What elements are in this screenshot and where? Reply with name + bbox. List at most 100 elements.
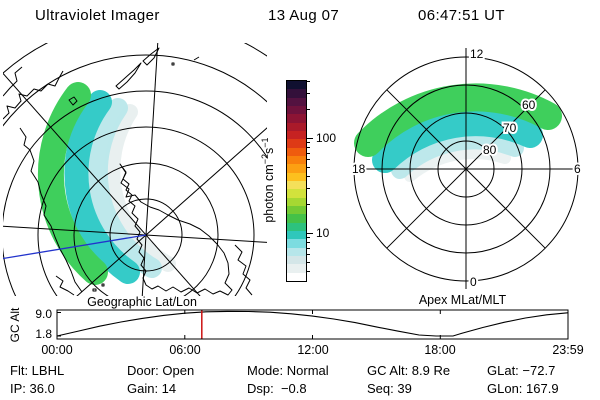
strip-tick-marks [56,310,569,339]
status-dsp: Dsp: −0.8 [247,381,307,396]
mlt-label-6: 6 [574,162,581,176]
status-glon: GLon: 167.9 [487,381,559,396]
colorbar-minor-tick [307,109,310,111]
antarctica-coast [119,163,233,296]
colorbar-segment [287,189,306,198]
new-zealand-north-island [142,47,160,66]
colorbar-segment [287,222,306,231]
colorbar-minor-tick [307,166,310,168]
tasmania [68,96,78,106]
colorbar-segment [287,139,306,148]
new-zealand-south-island [115,62,142,90]
status-flt: Flt: LBHL [10,363,65,378]
colorbar-minor-tick [307,270,310,272]
colorbar-minor-tick [307,159,310,161]
colorbar-segment [287,180,306,190]
colorbar-segment [287,164,306,173]
colorbar-segment [287,89,306,98]
status-ip: IP: 36.0 [10,381,55,396]
colorbar-minor-tick [307,204,310,206]
xtick-2359: 23:59 [552,343,584,357]
colorbar-minor-tick [307,92,310,94]
colorbar-segment [287,172,306,181]
xtick-0000: 00:00 [41,343,73,357]
observation-time: 06:47:51 UT [418,7,505,24]
colorbar-ticks: 100 10 [307,80,336,280]
colorbar-minor-tick [307,247,310,249]
island-dot2 [101,283,105,287]
island-dot [92,288,97,292]
gc-alt-strip-chart [56,309,569,340]
status-mode: Mode: Normal [247,363,329,378]
colorbar-segment [287,197,306,206]
mlt-label-12: 12 [470,47,484,61]
status-gc-alt: GC Alt: 8.9 Re [367,363,451,378]
colorbar-minor-tick [307,152,310,154]
aurora-emission-apex [354,83,562,182]
colorbar-minor-tick [307,142,310,144]
colorbar-segment [287,230,306,240]
xtick-1800: 18:00 [424,343,456,357]
colorbar-segment [287,97,306,106]
australia-south-coast [3,70,64,120]
geographic-map-panel [3,43,267,296]
colorbar-segment [287,130,306,140]
south-america-west-coast [19,127,83,293]
status-door: Door: Open [127,363,195,378]
status-gain: Gain: 14 [127,381,177,396]
colorbar-segment [287,214,306,223]
colorbar-segment [287,114,306,123]
mlat-label-80: 80 [483,143,497,157]
colorbar-major-tick [307,138,313,139]
ross-coast-fragment [234,244,253,296]
mlt-label-18: 18 [352,162,366,176]
south-america-east-coast [55,275,75,296]
aurora-emission-geographic [37,82,176,285]
colorbar-segment [287,155,306,165]
colorbar-minor-tick [307,237,310,239]
satellite-ground-track [3,234,147,260]
polar-grid-labels: 12 0 18 6 60 70 80 [350,45,583,291]
apex-mlat-mlt-panel: 12 0 18 6 60 70 80 [350,45,583,291]
mlat-mlt-grid [353,48,579,289]
colorbar-minor-tick [307,187,310,189]
apex-panel-title: Apex MLat/MLT [418,293,507,307]
xtick-1200: 12:00 [297,343,329,357]
colorbar-minor-tick [307,242,310,244]
colorbar-segment [287,255,306,265]
altitude-curve [56,310,568,337]
colorbar-minor-tick [307,175,310,177]
colorbar-minor-tick [307,147,310,149]
ytick-9: 9.0 [35,307,52,321]
geographic-panel-title: Geographic Lat/Lon [87,295,197,309]
colorbar-tick-label: 100 [316,131,337,145]
mlt-label-0: 0 [470,275,477,289]
strip-frame [56,309,569,340]
colorbar-minor-tick [307,261,310,263]
australia-coast-fragment [3,66,23,97]
intensity-colorbar [286,80,307,282]
colorbar-minor-tick [307,254,310,256]
xtick-0600: 06:00 [169,343,201,357]
colorbar-segment [287,272,306,281]
strip-ylabel: GC Alt [8,307,22,343]
colorbar-label: photon cm−2s−1 [259,137,277,223]
small-island [171,62,175,66]
status-glat: GLat: −72.7 [487,363,556,378]
strip-axis-ticks [56,310,569,339]
ytick-1_8: 1.8 [35,327,52,341]
colorbar-segment [287,105,306,115]
observation-date: 13 Aug 07 [268,7,340,24]
colorbar-major-tick [307,233,313,234]
mlat-label-70: 70 [503,121,517,135]
colorbar-segment [287,122,306,131]
colorbar-segment [287,81,306,90]
instrument-title: Ultraviolet Imager [35,7,160,24]
colorbar-segment [287,247,306,256]
mlat-label-60: 60 [522,98,536,112]
colorbar-segment [287,205,306,215]
coast-dash [193,56,200,61]
colorbar-tick-label: 10 [316,226,330,240]
status-seq: Seq: 39 [367,381,412,396]
